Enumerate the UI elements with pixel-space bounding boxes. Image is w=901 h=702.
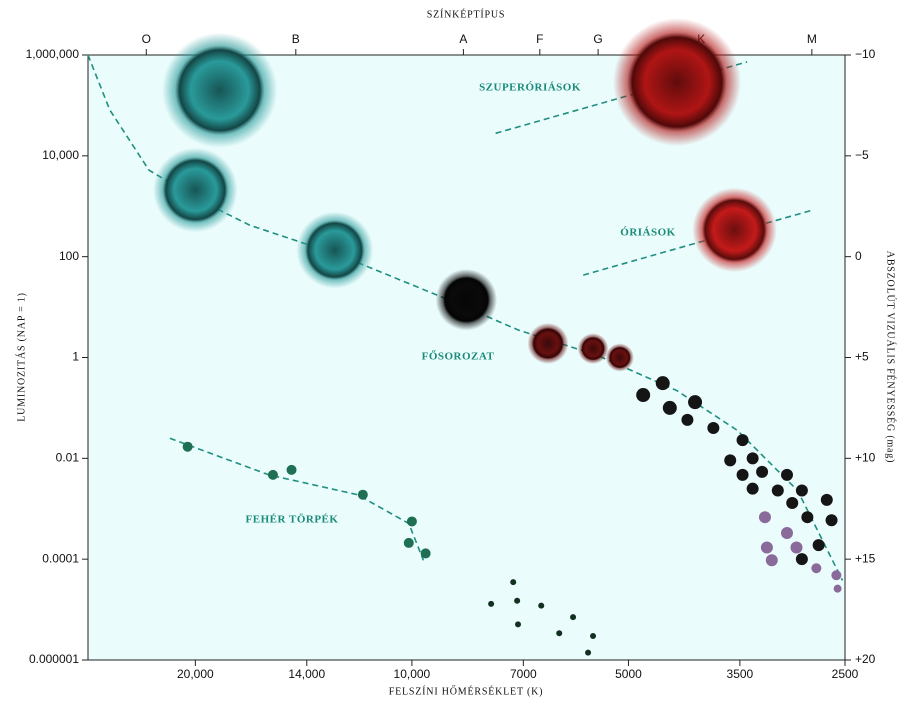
- x2-tick-label: A: [459, 32, 467, 46]
- x-tick-label: 3500: [727, 667, 754, 681]
- x-axis-title: FELSZÍNI HŐMÉRSÉKLET (K): [389, 685, 544, 697]
- y2-axis-title: ABSZOLÚT VIZUÁLIS FÉNYESSÉG (mag): [885, 251, 897, 463]
- star: [688, 395, 702, 409]
- x-tick-label: 20,000: [177, 667, 214, 681]
- x2-tick-label: F: [536, 32, 543, 46]
- star: [781, 469, 793, 481]
- y2-tick-label: +20: [855, 652, 876, 666]
- x2-tick-label: B: [292, 32, 300, 46]
- star: [527, 323, 568, 364]
- star: [781, 527, 793, 539]
- star: [801, 511, 813, 523]
- x-tick-label: 7000: [510, 667, 537, 681]
- star: [826, 514, 838, 526]
- star: [287, 465, 297, 475]
- star: [515, 621, 521, 627]
- star: [724, 454, 736, 466]
- y2-tick-label: +5: [855, 350, 869, 364]
- star: [707, 422, 719, 434]
- star: [421, 548, 431, 558]
- star: [796, 485, 808, 497]
- star: [436, 269, 497, 330]
- star: [811, 563, 821, 573]
- y-tick-label: 1,000,000: [26, 47, 80, 61]
- annotation: ÓRIÁSOK: [620, 227, 675, 239]
- star: [761, 542, 773, 554]
- star: [514, 598, 520, 604]
- star: [737, 434, 749, 446]
- star: [636, 388, 650, 402]
- y-tick-label: 100: [59, 249, 79, 263]
- x2-tick-label: M: [807, 32, 817, 46]
- annotation: FŐSOROZAT: [422, 351, 495, 363]
- y2-tick-label: +10: [855, 451, 876, 465]
- star: [796, 553, 808, 565]
- star: [407, 516, 417, 526]
- star: [590, 633, 596, 639]
- y-tick-label: 1: [72, 350, 79, 364]
- star: [747, 483, 759, 495]
- y2-tick-label: −5: [855, 148, 869, 162]
- star: [692, 188, 776, 272]
- star: [606, 343, 634, 371]
- annotation: SZUPERÓRIÁSOK: [479, 82, 581, 94]
- star: [570, 614, 576, 620]
- star: [162, 33, 277, 148]
- star: [358, 490, 368, 500]
- star: [834, 585, 842, 593]
- star: [786, 497, 798, 509]
- x2-tick-label: O: [142, 32, 151, 46]
- x-tick-label: 10,000: [394, 667, 431, 681]
- x2-tick-label: G: [593, 32, 602, 46]
- y-tick-label: 0.0001: [42, 551, 79, 565]
- star: [766, 554, 778, 566]
- star: [404, 538, 414, 548]
- star: [737, 469, 749, 481]
- star: [756, 466, 768, 478]
- star: [585, 650, 591, 656]
- x-tick-label: 2500: [832, 667, 859, 681]
- star: [821, 494, 833, 506]
- y-tick-label: 10,000: [42, 148, 79, 162]
- y-axis-title: LUMINOZITÁS (NAP = 1): [15, 292, 27, 422]
- y2-tick-label: −10: [855, 47, 876, 61]
- star: [790, 542, 802, 554]
- star: [538, 603, 544, 609]
- star: [813, 539, 825, 551]
- y-tick-label: 0.000001: [29, 652, 79, 666]
- star: [759, 511, 771, 523]
- star: [831, 570, 841, 580]
- annotation: FEHÉR TÖRPÉK: [246, 513, 339, 526]
- star: [747, 452, 759, 464]
- star: [296, 212, 373, 289]
- star: [488, 601, 494, 607]
- y2-tick-label: 0: [855, 249, 862, 263]
- y-tick-label: 0.01: [56, 451, 80, 465]
- star: [183, 442, 193, 452]
- x-tick-label: 5000: [615, 667, 642, 681]
- star: [578, 333, 609, 364]
- star: [556, 630, 562, 636]
- top-axis-title: SZÍNKÉPTÍPUS: [427, 8, 506, 20]
- star: [681, 414, 693, 426]
- star: [613, 18, 741, 146]
- star: [663, 401, 677, 415]
- star: [153, 148, 237, 232]
- chart: SZÍNKÉPTÍPUS FELSZÍNI HŐMÉRSÉKLET (K) LU…: [0, 0, 901, 702]
- star: [656, 376, 670, 390]
- star: [510, 579, 516, 585]
- star: [772, 485, 784, 497]
- x-tick-label: 14,000: [288, 667, 325, 681]
- y2-tick-label: +15: [855, 551, 876, 565]
- star: [268, 470, 278, 480]
